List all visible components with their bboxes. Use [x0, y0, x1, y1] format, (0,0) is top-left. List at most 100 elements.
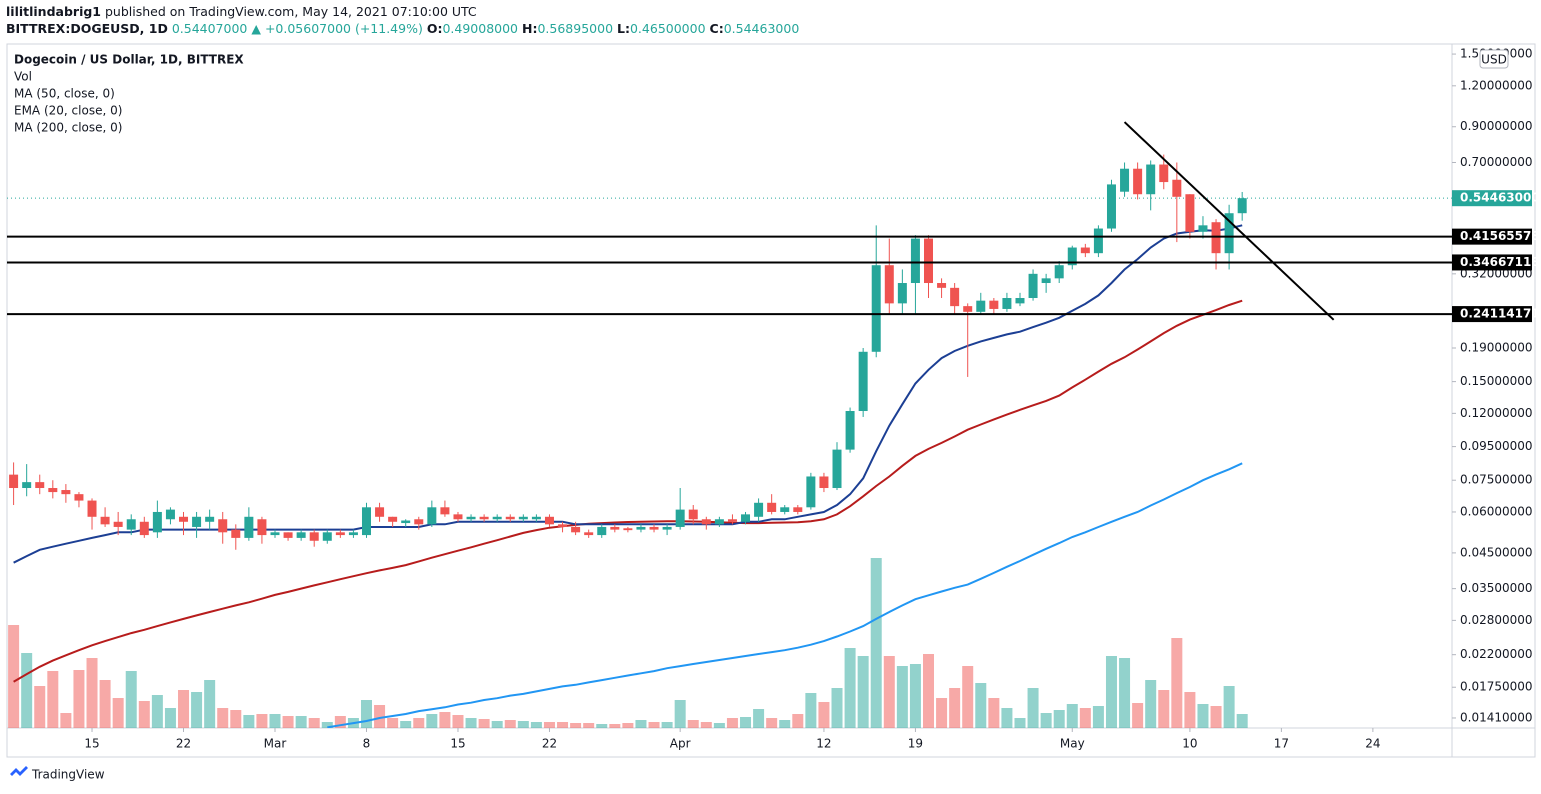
volume-bar: [308, 718, 320, 728]
candle-body: [388, 516, 398, 522]
price: 0.54407000: [171, 21, 248, 36]
candle-body: [1146, 164, 1156, 195]
y-tick-label: 0.06000000: [1460, 504, 1533, 518]
candle-body: [910, 238, 920, 284]
volume-bar: [857, 656, 869, 728]
volume-bar: [674, 700, 686, 728]
candle-body: [623, 528, 633, 531]
volume-bar: [1040, 713, 1052, 728]
candle-body: [754, 502, 764, 517]
x-tick-label: 12: [816, 737, 831, 751]
brand: TradingView: [31, 768, 105, 782]
candle-body: [126, 519, 136, 530]
candle-body: [231, 529, 241, 538]
candle-body: [440, 507, 450, 515]
volume-bar: [949, 688, 961, 728]
volume-bar: [622, 723, 634, 728]
trendline: [1123, 121, 1335, 321]
candle-body: [218, 519, 228, 533]
y-tick-label: 1.20000000: [1460, 78, 1533, 92]
ohlc-value: 0.46500000: [629, 21, 706, 36]
candle-body: [257, 519, 267, 536]
volume-bar: [1197, 704, 1209, 728]
volume-bar: [8, 625, 20, 728]
candle-body: [1028, 273, 1038, 299]
volume-bar: [256, 714, 268, 728]
y-tick-label: 0.09500000: [1460, 439, 1533, 453]
volume-bar: [1171, 638, 1183, 728]
y-tick-label: 0.01750000: [1460, 680, 1533, 694]
volume-bar: [360, 700, 372, 728]
candle-body: [832, 449, 842, 489]
volume-bar: [465, 718, 477, 728]
indicator-legend: MA (200, close, 0): [14, 121, 122, 135]
y-tick-label: 0.02200000: [1460, 647, 1533, 661]
candle-body: [61, 490, 71, 495]
volume-bar: [400, 721, 412, 728]
candle-body: [963, 306, 973, 312]
ohlc-key: L:: [617, 21, 630, 36]
candle-body: [244, 516, 254, 538]
volume-bar: [766, 718, 778, 728]
volume-bar: [34, 686, 46, 728]
volume-bar: [530, 722, 542, 728]
candle-body: [976, 300, 986, 312]
candle-layer: [9, 154, 1247, 550]
y-tick-label: 0.02800000: [1460, 613, 1533, 627]
candle-body: [9, 474, 19, 489]
volume-bar: [230, 710, 242, 728]
volume-layer: [8, 558, 1248, 728]
volume-bar: [387, 718, 399, 728]
volume-bar: [831, 688, 843, 728]
candle-body: [296, 532, 306, 538]
volume-bar: [413, 718, 425, 728]
volume-bar: [517, 721, 529, 728]
candle-body: [505, 516, 515, 520]
volume-bar: [217, 708, 229, 728]
volume-bar: [1092, 706, 1104, 728]
volume-bar: [60, 713, 72, 728]
candle-body: [858, 351, 868, 412]
candle-body: [871, 265, 881, 352]
candle-body: [322, 532, 332, 541]
candle-body: [937, 283, 947, 288]
brand-logo: [10, 766, 28, 776]
volume-bar: [86, 658, 98, 728]
candle-body: [924, 238, 933, 284]
volume-bar: [73, 670, 85, 728]
ohlc-key: H:: [522, 21, 538, 36]
candle-body: [1041, 278, 1051, 284]
candle-body: [309, 532, 319, 541]
x-tick-label: Mar: [264, 737, 287, 751]
volume-bar: [805, 693, 817, 728]
candle-body: [375, 507, 385, 517]
y-tick-label: 0.01410000: [1460, 710, 1533, 724]
candle-body: [1224, 213, 1234, 254]
publish-line: lilitlindabrig1 published on TradingView…: [6, 4, 477, 19]
currency-badge[interactable]: [1479, 49, 1509, 69]
volume-bar: [870, 558, 882, 728]
candle-body: [597, 526, 607, 536]
quote-line: BITTREX:DOGEUSD, 1D 0.54407000 ▲ +0.0560…: [6, 21, 799, 36]
volume-bar: [125, 671, 137, 728]
candle-body: [87, 500, 97, 517]
volume-bar: [1066, 704, 1078, 728]
level-label: 0.34667118: [1460, 255, 1540, 269]
volume-bar: [726, 718, 738, 728]
x-tick-label: 15: [84, 737, 99, 751]
volume-bar: [988, 698, 1000, 728]
candle-body: [1211, 222, 1221, 254]
candle-body: [610, 526, 620, 530]
volume-bar: [204, 680, 216, 728]
candle-body: [35, 482, 45, 489]
ohlc-value: 0.56895000: [537, 21, 614, 36]
candle-body: [806, 476, 816, 508]
candle-body: [48, 488, 58, 493]
volume-bar: [282, 716, 294, 728]
volume-bar: [543, 722, 555, 728]
x-tick-label: 8: [363, 737, 371, 751]
currency: USD: [1481, 53, 1507, 67]
candle-body: [205, 516, 215, 522]
volume-bar: [138, 701, 150, 728]
level-box: [1452, 306, 1532, 323]
